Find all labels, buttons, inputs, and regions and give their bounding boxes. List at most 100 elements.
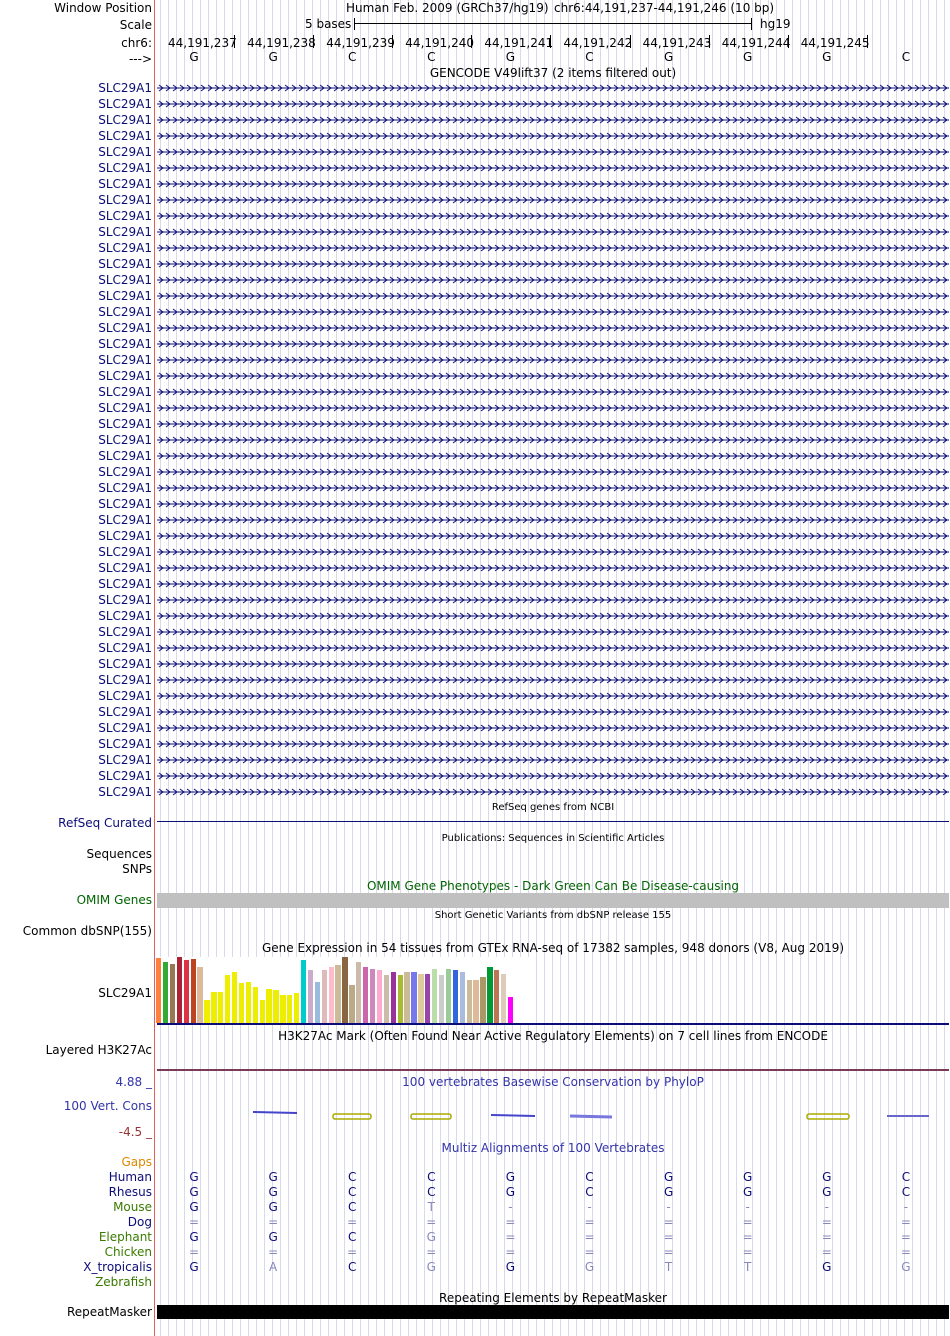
gencode-item-label[interactable]: SLC29A1	[98, 593, 152, 607]
gtex-tissue-bar[interactable]	[280, 995, 286, 1023]
gtex-tissue-bar[interactable]	[452, 970, 459, 1023]
gtex-tissue-bar[interactable]	[197, 966, 203, 1023]
gtex-tissue-bar[interactable]	[445, 968, 452, 1023]
gencode-transcript[interactable]	[157, 755, 949, 765]
gencode-item-label[interactable]: SLC29A1	[98, 337, 152, 351]
gencode-transcript[interactable]	[157, 771, 949, 781]
gencode-transcript[interactable]	[157, 387, 949, 397]
gtex-tissue-bar[interactable]	[231, 972, 238, 1023]
gencode-transcript[interactable]	[157, 147, 949, 157]
multiz-species-label[interactable]: Dog	[127, 1215, 152, 1229]
gencode-item-label[interactable]: SLC29A1	[98, 545, 152, 559]
gtex-tissue-bar[interactable]	[369, 968, 376, 1023]
gtex-tissue-bar[interactable]	[356, 962, 362, 1023]
gencode-item-label[interactable]: SLC29A1	[98, 705, 152, 719]
gtex-tissue-bar[interactable]	[190, 958, 196, 1023]
dbsnp-track-title[interactable]: Short Genetic Variants from dbSNP releas…	[434, 910, 672, 921]
gtex-tissue-bar[interactable]	[169, 963, 176, 1023]
gencode-item-label[interactable]: SLC29A1	[98, 113, 152, 127]
gencode-transcript[interactable]	[157, 275, 949, 285]
gencode-item-label[interactable]: SLC29A1	[98, 161, 152, 175]
repeatmasker-track-title[interactable]: Repeating Elements by RepeatMasker	[439, 1291, 667, 1305]
gtex-tissue-bar[interactable]	[425, 973, 431, 1023]
gencode-item-label[interactable]: SLC29A1	[98, 513, 152, 527]
gtex-tissue-bar[interactable]	[349, 984, 355, 1023]
gencode-item-label[interactable]: SLC29A1	[98, 769, 152, 783]
gencode-transcript[interactable]	[157, 355, 949, 365]
gtex-tissue-bar[interactable]	[418, 973, 424, 1023]
phylop-track-label[interactable]: 100 Vert. Cons	[63, 1099, 152, 1113]
gencode-item-label[interactable]: SLC29A1	[98, 321, 152, 335]
gtex-tissue-bar[interactable]	[390, 971, 396, 1023]
gtex-tissue-bar[interactable]	[411, 971, 417, 1023]
gtex-tissue-bar[interactable]	[487, 966, 493, 1023]
gencode-item-label[interactable]: SLC29A1	[98, 289, 152, 303]
gtex-tissue-bar[interactable]	[432, 968, 438, 1023]
gencode-transcript[interactable]	[157, 483, 949, 493]
gtex-gene-line[interactable]	[157, 1023, 949, 1025]
gencode-transcript[interactable]	[157, 707, 949, 717]
gtex-tissue-bar[interactable]	[314, 982, 321, 1023]
gencode-transcript[interactable]	[157, 323, 949, 333]
gencode-transcript[interactable]	[157, 723, 949, 733]
gtex-tissue-bar[interactable]	[162, 962, 169, 1023]
gtex-tissue-bar[interactable]	[459, 971, 465, 1023]
gencode-transcript[interactable]	[157, 179, 949, 189]
multiz-species-label[interactable]: Zebrafish	[95, 1275, 152, 1289]
gencode-item-label[interactable]: SLC29A1	[98, 625, 152, 639]
gencode-transcript[interactable]	[157, 115, 949, 125]
gencode-transcript[interactable]	[157, 211, 949, 221]
gtex-track-title[interactable]: Gene Expression in 54 tissues from GTEx …	[261, 941, 845, 955]
gencode-transcript[interactable]	[157, 339, 949, 349]
publications-track-title[interactable]: Publications: Sequences in Scientific Ar…	[441, 833, 665, 844]
gtex-tissue-bar[interactable]	[342, 957, 348, 1023]
gencode-transcript[interactable]	[157, 227, 949, 237]
gtex-tissue-bar[interactable]	[466, 980, 472, 1023]
gencode-item-label[interactable]: SLC29A1	[98, 641, 152, 655]
gtex-tissue-bar[interactable]	[473, 980, 479, 1023]
gencode-transcript[interactable]	[157, 595, 949, 605]
publications-label-snps[interactable]: SNPs	[122, 862, 152, 876]
gtex-tissue-bar[interactable]	[218, 991, 224, 1023]
gtex-tissue-bar[interactable]	[287, 994, 293, 1023]
gencode-transcript[interactable]	[157, 547, 949, 557]
multiz-species-label[interactable]: Elephant	[98, 1230, 152, 1244]
h3k27ac-track-title[interactable]: H3K27Ac Mark (Often Found Near Active Re…	[278, 1029, 828, 1043]
gencode-transcript[interactable]	[157, 499, 949, 509]
gtex-tissue-bar[interactable]	[204, 999, 210, 1023]
gencode-item-label[interactable]: SLC29A1	[98, 689, 152, 703]
gencode-item-label[interactable]: SLC29A1	[98, 385, 152, 399]
gtex-tissue-bar[interactable]	[259, 999, 265, 1023]
gtex-tissue-bar[interactable]	[266, 988, 272, 1023]
refseq-gene-line[interactable]	[157, 821, 949, 822]
gencode-item-label[interactable]: SLC29A1	[98, 97, 152, 111]
gtex-bar-chart[interactable]	[156, 957, 536, 1023]
gencode-item-label[interactable]: SLC29A1	[98, 369, 152, 383]
gencode-item-label[interactable]: SLC29A1	[98, 433, 152, 447]
gencode-transcript[interactable]	[157, 83, 949, 93]
gencode-item-label[interactable]: SLC29A1	[98, 417, 152, 431]
gencode-transcript[interactable]	[157, 435, 949, 445]
gencode-transcript[interactable]	[157, 515, 949, 525]
gtex-tissue-bar[interactable]	[176, 957, 183, 1023]
gencode-item-label[interactable]: SLC29A1	[98, 753, 152, 767]
gencode-item-label[interactable]: SLC29A1	[98, 241, 152, 255]
multiz-species-label[interactable]: Mouse	[113, 1200, 152, 1214]
gencode-transcript[interactable]	[157, 675, 949, 685]
refseq-track-title[interactable]: RefSeq genes from NCBI	[491, 802, 615, 813]
gencode-item-label[interactable]: SLC29A1	[98, 721, 152, 735]
gencode-transcript[interactable]	[157, 579, 949, 589]
gtex-tissue-bar[interactable]	[183, 960, 189, 1023]
gtex-tissue-bar[interactable]	[294, 993, 300, 1023]
gencode-transcript[interactable]	[157, 691, 949, 701]
gtex-tissue-bar[interactable]	[238, 983, 245, 1023]
gencode-item-label[interactable]: SLC29A1	[98, 209, 152, 223]
gtex-tissue-bar[interactable]	[211, 991, 217, 1023]
gtex-tissue-bar[interactable]	[494, 970, 500, 1023]
gtex-tissue-bar[interactable]	[404, 971, 410, 1023]
gencode-transcript[interactable]	[157, 195, 949, 205]
gtex-tissue-bar[interactable]	[321, 970, 327, 1023]
gencode-track-title[interactable]: GENCODE V49lift37 (2 items filtered out)	[429, 66, 677, 80]
gencode-item-label[interactable]: SLC29A1	[98, 785, 152, 799]
gtex-tissue-bar[interactable]	[335, 964, 341, 1023]
